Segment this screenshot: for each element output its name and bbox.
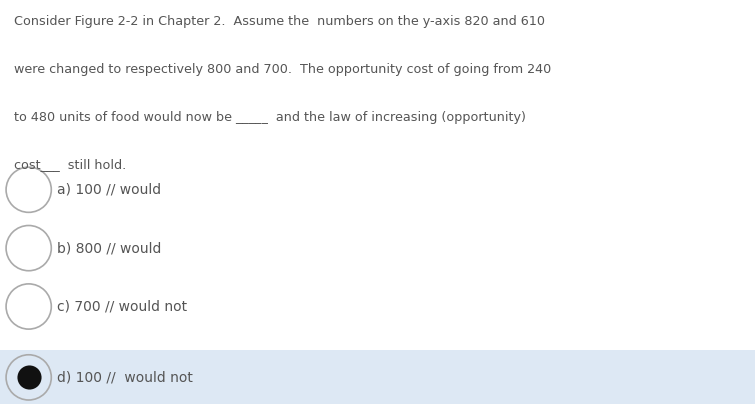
- Text: Consider Figure 2-2 in Chapter 2.  Assume the  numbers on the y-axis 820 and 610: Consider Figure 2-2 in Chapter 2. Assume…: [14, 15, 544, 28]
- Text: c) 700 // would not: c) 700 // would not: [57, 299, 186, 314]
- FancyBboxPatch shape: [0, 350, 755, 404]
- Text: d) 100 //  would not: d) 100 // would not: [57, 370, 193, 384]
- Text: to 480 units of food would now be _____  and the law of increasing (opportunity): to 480 units of food would now be _____ …: [14, 111, 525, 123]
- Text: cost___  still hold.: cost___ still hold.: [14, 158, 126, 171]
- Point: [23, 374, 35, 381]
- Text: b) 800 // would: b) 800 // would: [57, 241, 161, 255]
- Text: were changed to respectively 800 and 700.  The opportunity cost of going from 24: were changed to respectively 800 and 700…: [14, 63, 551, 75]
- Point: [23, 303, 35, 310]
- Point: [23, 374, 35, 381]
- Text: a) 100 // would: a) 100 // would: [57, 183, 161, 197]
- Point: [23, 186, 35, 193]
- Point: [23, 245, 35, 251]
